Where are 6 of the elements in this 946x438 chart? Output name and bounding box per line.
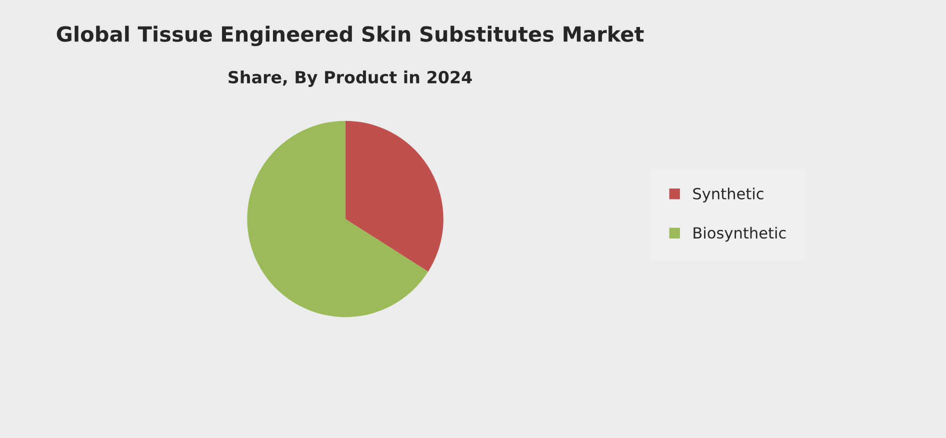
pie-slice (247, 120, 428, 318)
chart-title: Global Tissue Engineered Skin Substitutes Market (56, 26, 644, 46)
legend-label: Biosynthetic (694, 226, 786, 242)
pie-slice (345, 120, 444, 272)
chart-subtitle: Share, By Product in 2024 (228, 70, 472, 87)
legend-label: Synthetic (693, 188, 764, 202)
